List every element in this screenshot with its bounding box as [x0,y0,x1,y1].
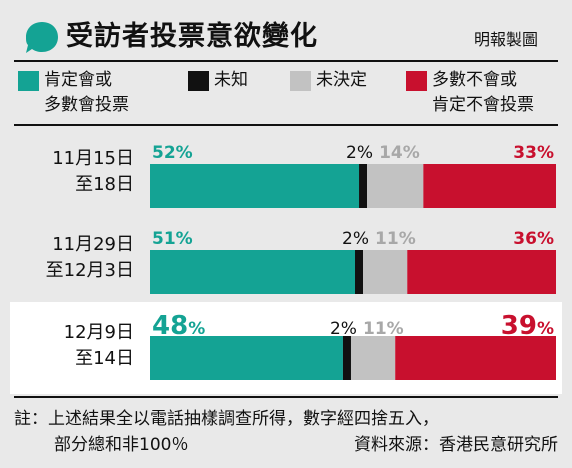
data-label: 52% [152,143,193,163]
credit-label: 明報製圖 [473,30,538,49]
legend-swatch [290,71,311,91]
speech-bubble-icon [26,22,58,53]
data-label: 2% [346,143,373,163]
bar-segment [395,336,556,380]
bar-segment [355,250,364,294]
data-label: 11% [375,229,416,249]
data-label: 39% [501,311,554,341]
legend-swatch [18,71,39,91]
data-label: 51% [152,229,193,249]
header-rule [14,60,558,62]
legend-swatch [406,71,427,91]
footnote: 註：上述結果全以電話抽樣調查所得，數字經四捨五入， [14,409,439,429]
bar-segment [407,250,556,294]
bar-segment [342,336,351,380]
data-label: 33% [513,143,554,163]
category-label: 11月15日 至18日 [52,148,134,195]
legend-label: 肯定會或 [44,70,112,90]
bar-segment [423,164,556,208]
chart-title: 受訪者投票意欲變化 [66,21,318,52]
data-label: 2% [342,229,369,249]
footnote-continued: 部分總和非100％ [54,435,189,455]
legend-label: 多數會投票 [44,95,129,115]
bar-segment [150,164,360,208]
legend-label: 多數不會或 [432,70,517,90]
bar-segment [359,164,368,208]
footer-rule [14,396,558,398]
data-label: 2% [330,319,357,339]
bar-segment [150,250,356,294]
legend: 肯定會或 多數會投票 未知 未決定 多數不會或 肯定不會投票 [0,68,572,122]
bar-segment [350,336,396,380]
data-label: 11% [363,319,404,339]
legend-rule [14,124,558,126]
legend-label: 肯定不會投票 [432,95,534,115]
data-label: 14% [379,143,420,163]
legend-label: 未知 [214,70,248,90]
legend-swatch [188,71,209,91]
category-label: 12月9日 至14日 [63,322,134,369]
bar-segment [363,250,408,294]
source-label: 資料來源：香港民意研究所 [354,435,558,455]
data-label: 36% [513,229,554,249]
data-label: 48% [152,311,205,341]
chart-header: 受訪者投票意欲變化 明報製圖 [0,0,572,62]
bar-segment [150,336,343,380]
bar-segment [367,164,424,208]
legend-label: 未決定 [316,70,367,90]
category-label: 11月29日 至12月3日 [45,234,134,281]
